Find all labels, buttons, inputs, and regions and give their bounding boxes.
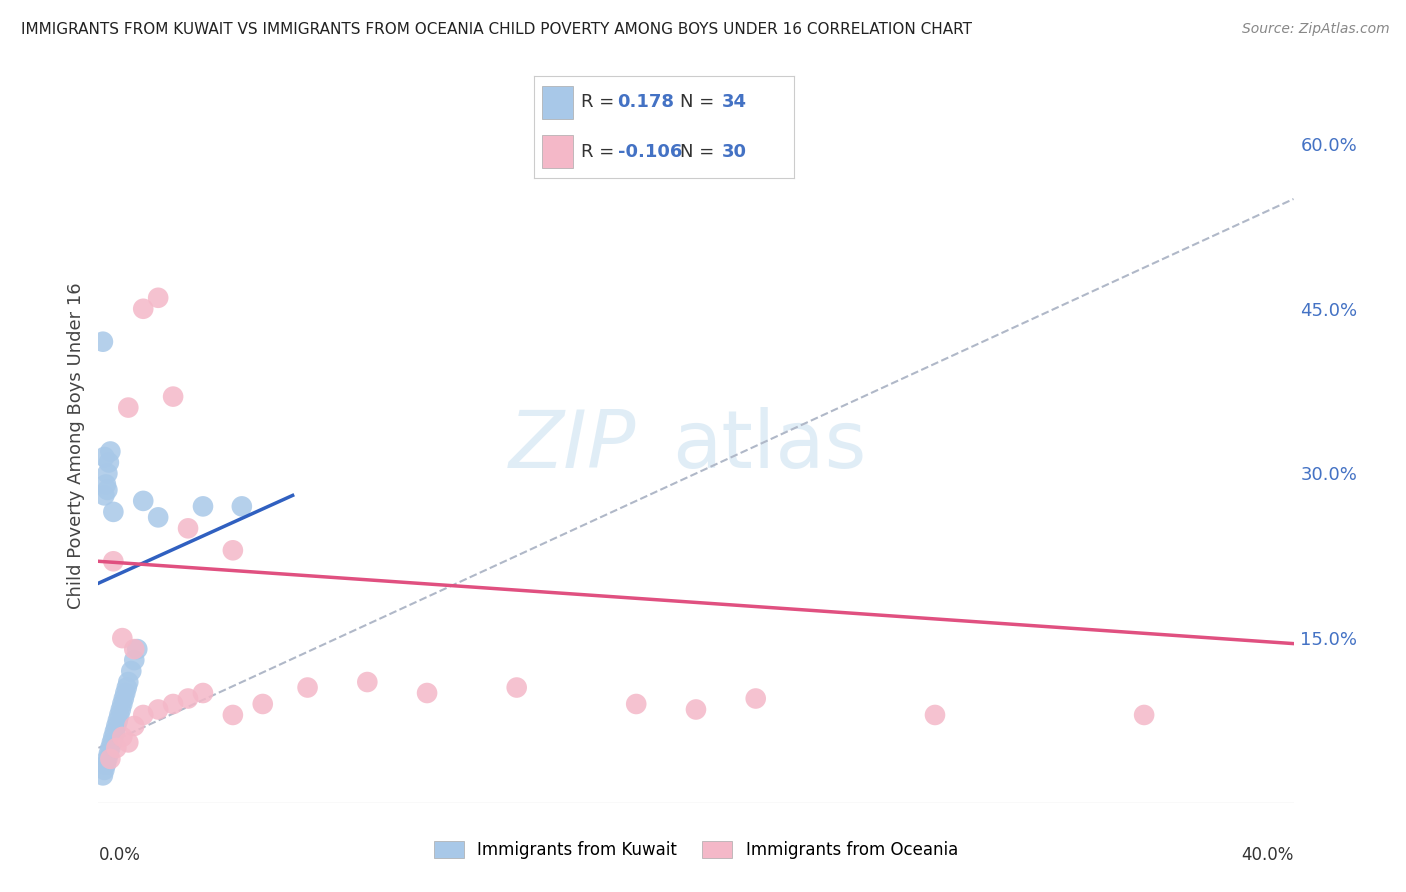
Point <box>93 450 115 464</box>
Point <box>96 483 118 497</box>
Point <box>98 444 122 458</box>
Text: R =: R = <box>581 143 620 161</box>
Point <box>506 681 529 695</box>
Point <box>132 301 155 316</box>
Point <box>148 702 170 716</box>
Point <box>107 714 129 728</box>
Point <box>124 653 146 667</box>
Legend: Immigrants from Kuwait, Immigrants from Oceania: Immigrants from Kuwait, Immigrants from … <box>427 834 965 866</box>
Point <box>94 757 117 772</box>
Point <box>105 740 128 755</box>
Text: 30: 30 <box>721 143 747 161</box>
Point <box>685 702 707 716</box>
Point <box>117 675 139 690</box>
Text: 34: 34 <box>721 94 747 112</box>
Point <box>91 334 114 349</box>
Y-axis label: Child Poverty Among Boys Under 16: Child Poverty Among Boys Under 16 <box>66 283 84 609</box>
Point <box>97 455 120 469</box>
Point <box>924 708 946 723</box>
Point <box>97 747 120 761</box>
Point <box>191 500 214 514</box>
Point <box>98 740 122 755</box>
Point <box>177 521 200 535</box>
Point <box>148 510 170 524</box>
Text: 40.0%: 40.0% <box>1241 846 1294 863</box>
Text: Source: ZipAtlas.com: Source: ZipAtlas.com <box>1241 22 1389 37</box>
Point <box>105 719 128 733</box>
Point <box>356 675 378 690</box>
Point <box>94 477 117 491</box>
Text: 0.0%: 0.0% <box>98 846 141 863</box>
Point <box>222 543 245 558</box>
Point <box>108 708 131 723</box>
Point <box>98 752 122 766</box>
Point <box>124 642 146 657</box>
Point <box>252 697 274 711</box>
FancyBboxPatch shape <box>543 136 574 168</box>
Text: ZIP: ZIP <box>509 407 637 485</box>
Point <box>96 752 118 766</box>
Point <box>96 467 118 481</box>
Point <box>111 631 134 645</box>
Point <box>117 401 139 415</box>
Point <box>112 691 135 706</box>
Point <box>91 768 114 782</box>
Point <box>101 735 124 749</box>
Text: atlas: atlas <box>672 407 866 485</box>
Point <box>110 702 132 716</box>
Point <box>127 642 149 657</box>
Text: N =: N = <box>681 94 720 112</box>
Point <box>103 505 125 519</box>
Point <box>162 390 184 404</box>
Point <box>103 554 125 568</box>
Point <box>191 686 214 700</box>
Point <box>1133 708 1156 723</box>
Point <box>745 691 768 706</box>
Point <box>120 664 142 678</box>
Point <box>115 681 138 695</box>
Text: IMMIGRANTS FROM KUWAIT VS IMMIGRANTS FROM OCEANIA CHILD POVERTY AMONG BOYS UNDER: IMMIGRANTS FROM KUWAIT VS IMMIGRANTS FRO… <box>21 22 972 37</box>
Point <box>148 291 170 305</box>
Point <box>132 494 155 508</box>
Point <box>93 763 115 777</box>
Point <box>111 730 134 744</box>
Point <box>416 686 439 700</box>
Text: 0.178: 0.178 <box>617 94 675 112</box>
Point <box>162 697 184 711</box>
Point <box>111 697 134 711</box>
Point <box>93 488 115 502</box>
Point <box>231 500 253 514</box>
Text: R =: R = <box>581 94 620 112</box>
Point <box>297 681 319 695</box>
Text: -0.106: -0.106 <box>617 143 682 161</box>
Point <box>177 691 200 706</box>
Point <box>222 708 245 723</box>
Text: N =: N = <box>681 143 720 161</box>
Point <box>117 735 139 749</box>
Point <box>626 697 648 711</box>
Point <box>132 708 155 723</box>
FancyBboxPatch shape <box>543 87 574 119</box>
Point <box>104 724 127 739</box>
Point <box>124 719 146 733</box>
Point <box>114 686 136 700</box>
Point <box>103 730 125 744</box>
